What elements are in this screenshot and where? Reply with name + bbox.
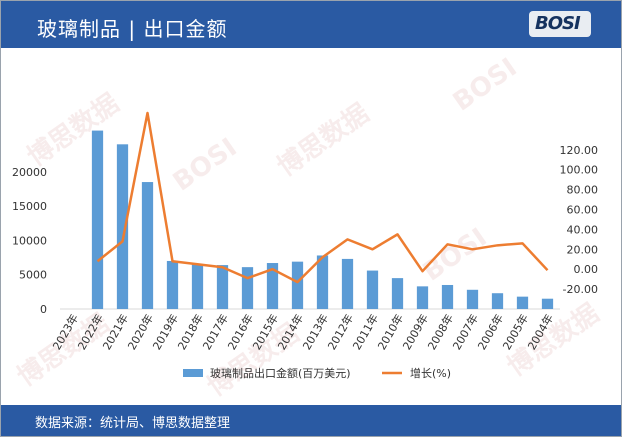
y-right-tick-label: 20.00 bbox=[567, 243, 599, 256]
bar bbox=[216, 265, 229, 309]
bar bbox=[541, 298, 554, 309]
bar bbox=[166, 260, 179, 309]
y-left-tick-label: 20000 bbox=[12, 166, 47, 179]
y-left-tick-label: 15000 bbox=[12, 200, 47, 213]
y-left-tick-label: 10000 bbox=[12, 234, 47, 247]
y-right-tick-label: -20.00 bbox=[563, 283, 598, 296]
legend-bar-swatch bbox=[183, 369, 203, 377]
legend-bar-label: 玻璃制品出口金额(百万美元) bbox=[210, 366, 351, 380]
growth-line bbox=[96, 111, 549, 284]
bar bbox=[466, 289, 479, 309]
bar bbox=[341, 258, 354, 309]
y-right-tick-label: 80.00 bbox=[567, 184, 599, 197]
y-right-tick-label: 60.00 bbox=[567, 204, 599, 217]
header-bar: 玻璃制品 | 出口金额 BOSI bbox=[1, 1, 621, 48]
footer-bar: 数据来源：统计局、博思数据整理 bbox=[1, 405, 621, 436]
bar bbox=[191, 264, 204, 309]
legend-line-label: 增长(%) bbox=[410, 366, 451, 380]
y-right-tick-label: 0.00 bbox=[574, 263, 599, 276]
bar bbox=[266, 263, 279, 309]
y-right-tick-label: 40.00 bbox=[567, 223, 599, 236]
bar bbox=[391, 278, 404, 309]
y-right-tick-label: 120.00 bbox=[560, 144, 599, 157]
bar bbox=[91, 130, 104, 309]
page-title: 玻璃制品 | 出口金额 bbox=[37, 17, 228, 41]
bar bbox=[141, 182, 154, 309]
y-left-tick-label: 0 bbox=[40, 303, 47, 316]
y-left-tick-label: 5000 bbox=[19, 269, 47, 282]
bar bbox=[491, 293, 504, 309]
data-source: 数据来源：统计局、博思数据整理 bbox=[35, 416, 231, 431]
bar bbox=[441, 284, 454, 309]
bar bbox=[516, 296, 529, 309]
bar bbox=[366, 270, 379, 309]
bar bbox=[291, 261, 304, 309]
y-right-tick-label: 100.00 bbox=[560, 164, 599, 177]
bar bbox=[316, 255, 329, 309]
bosi-logo-icon: BOSI bbox=[529, 11, 591, 37]
bar bbox=[416, 286, 429, 309]
bar bbox=[241, 267, 254, 309]
bar bbox=[116, 144, 129, 309]
